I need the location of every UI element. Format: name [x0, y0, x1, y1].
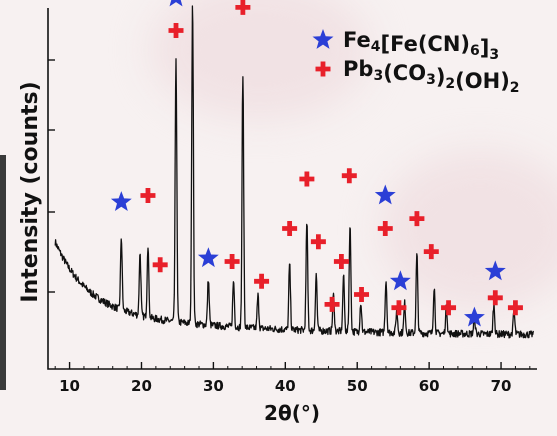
cross-marker	[224, 254, 240, 269]
x-tick-label: 10	[59, 377, 80, 395]
star-marker	[389, 270, 411, 291]
cross-marker	[377, 221, 393, 236]
star-marker	[169, 0, 183, 7]
legend-cross-icon	[315, 61, 331, 77]
cross-marker	[140, 188, 156, 203]
diffraction-trace	[54, 5, 534, 339]
axis-frame	[47, 8, 537, 370]
star-marker	[484, 260, 506, 281]
x-tick-label: 40	[275, 377, 296, 395]
cross-marker	[441, 300, 457, 316]
legend-label: Fe4[Fe(CN)6]3	[343, 28, 499, 63]
x-tick-label: 60	[419, 377, 440, 395]
x-tick-label: 20	[131, 377, 152, 395]
cross-marker	[254, 273, 270, 289]
x-tick-label: 30	[203, 377, 224, 395]
cross-marker	[310, 234, 326, 250]
x-axis-label: 2θ(°)	[264, 401, 320, 425]
star-marker	[197, 247, 219, 268]
cross-marker	[423, 244, 439, 260]
phase-markers	[110, 0, 523, 327]
cross-marker	[354, 287, 370, 302]
cross-marker	[152, 257, 168, 273]
legend-star-icon	[312, 29, 334, 49]
x-tick-label: 50	[347, 377, 368, 395]
x-tick-label: 70	[491, 377, 512, 395]
legend-label: Pb3(CO3)2(OH)2	[343, 57, 520, 96]
cross-marker	[507, 300, 523, 316]
cross-marker	[168, 23, 184, 38]
cross-marker	[341, 168, 357, 184]
cross-marker	[409, 211, 425, 227]
y-axis-label: Intensity (counts)	[18, 81, 43, 302]
star-marker	[464, 306, 485, 327]
cross-marker	[487, 290, 503, 306]
trace-line	[54, 5, 534, 339]
cross-marker	[324, 296, 340, 312]
cross-marker	[333, 254, 349, 269]
background-shape	[380, 150, 557, 310]
cross-marker	[282, 221, 298, 236]
cross-marker	[235, 0, 251, 15]
slide-edge-bar	[0, 155, 6, 390]
background-shape	[150, 0, 370, 120]
axes: 10 20 30 40 50 60 70	[47, 8, 537, 395]
star-marker	[110, 191, 132, 211]
star-marker	[374, 184, 396, 205]
cross-marker	[391, 300, 407, 316]
cross-marker	[299, 171, 315, 187]
